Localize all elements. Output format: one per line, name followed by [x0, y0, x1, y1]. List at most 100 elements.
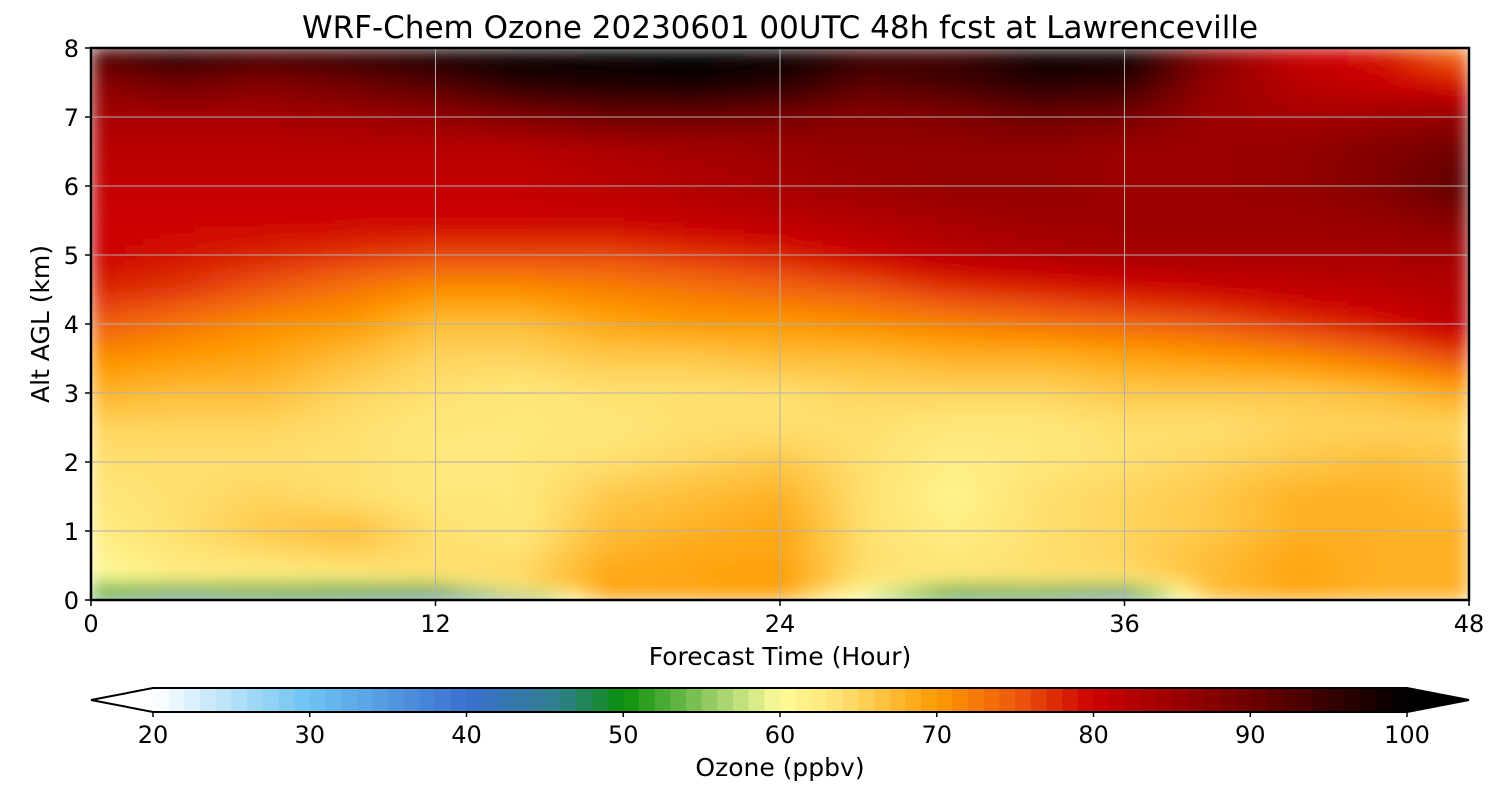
heatmap-cell: [477, 59, 488, 67]
heatmap-cell: [1347, 77, 1358, 85]
heatmap-cell: [1080, 65, 1091, 73]
heatmap-cell: [443, 77, 454, 85]
heatmap-cell: [856, 77, 867, 85]
heatmap-cell: [1166, 71, 1177, 79]
heatmap-cell: [167, 71, 178, 79]
heatmap-cell: [512, 89, 523, 97]
heatmap-cell: [1373, 101, 1384, 109]
heatmap-cell: [796, 83, 807, 91]
heatmap-cell: [400, 77, 411, 85]
heatmap-cell: [271, 89, 282, 97]
heatmap-cell: [589, 48, 600, 55]
heatmap-cell: [943, 48, 953, 55]
heatmap-cell: [452, 48, 462, 55]
heatmap-cell: [400, 95, 411, 103]
heatmap-cell: [210, 83, 221, 91]
heatmap-cell: [891, 101, 902, 109]
heatmap-cell: [1270, 101, 1281, 109]
heatmap-cell: [943, 83, 953, 91]
heatmap-cell: [1261, 77, 1272, 85]
heatmap-cell: [874, 83, 884, 91]
heatmap-cell: [736, 107, 747, 115]
heatmap-cell: [219, 83, 230, 91]
heatmap-cell: [581, 101, 592, 109]
heatmap-cell: [1218, 65, 1229, 73]
heatmap-cell: [159, 101, 170, 109]
heatmap-cell: [744, 83, 755, 91]
heatmap-cell: [710, 95, 721, 103]
heatmap-cell: [960, 95, 971, 103]
heatmap-cell: [641, 107, 652, 115]
heatmap-cell: [701, 48, 712, 55]
heatmap-cell: [1063, 59, 1074, 67]
heatmap-cell: [1278, 59, 1289, 67]
heatmap-cell: [1192, 71, 1203, 79]
heatmap-cell: [607, 95, 617, 103]
heatmap-cell: [1433, 53, 1444, 61]
heatmap-cell: [736, 95, 747, 103]
heatmap-cell: [882, 83, 893, 91]
heatmap-cell: [1201, 89, 1212, 97]
heatmap-cell: [1382, 77, 1393, 85]
heatmap-cell: [1132, 83, 1143, 91]
heatmap-cell: [417, 107, 428, 115]
heatmap-cell: [297, 59, 307, 67]
heatmap-cell: [1046, 95, 1057, 103]
heatmap-cell: [1003, 107, 1014, 115]
chart-title: WRF-Chem Ozone 20230601 00UTC 48h fcst a…: [302, 10, 1258, 46]
heatmap-cell: [426, 89, 437, 97]
heatmap-cell: [236, 89, 247, 97]
heatmap-cell: [822, 101, 833, 109]
heatmap-cell: [632, 107, 643, 115]
heatmap-cell: [133, 59, 144, 67]
heatmap-cell: [1278, 101, 1289, 109]
heatmap-cell: [1149, 89, 1160, 97]
heatmap-cell: [124, 77, 135, 85]
heatmap-cell: [477, 83, 488, 91]
heatmap-cell: [279, 95, 290, 103]
heatmap-cell: [831, 89, 841, 97]
heatmap-cell: [986, 83, 996, 91]
heatmap-cell: [719, 101, 729, 109]
heatmap-cell: [1029, 71, 1039, 79]
heatmap-cell: [529, 95, 540, 103]
heatmap-cell: [925, 101, 936, 109]
heatmap-cell: [322, 77, 333, 85]
heatmap-cell: [495, 59, 505, 67]
heatmap-cell: [943, 107, 953, 115]
heatmap-cell: [925, 53, 936, 61]
heatmap-cell: [727, 107, 738, 115]
heatmap-cell: [400, 48, 411, 55]
heatmap-cell: [908, 71, 919, 79]
heatmap-cell: [512, 107, 523, 115]
heatmap-cell: [512, 95, 523, 103]
heatmap-cell: [676, 77, 686, 85]
heatmap-cell: [994, 65, 1005, 73]
heatmap-cell: [1141, 59, 1151, 67]
heatmap-cell: [288, 71, 299, 79]
heatmap-cell: [1210, 95, 1220, 103]
heatmap-cell: [831, 95, 841, 103]
heatmap-cell: [624, 77, 635, 85]
heatmap-cell: [1416, 77, 1427, 85]
heatmap-cell: [228, 71, 239, 79]
heatmap-cell: [1055, 65, 1065, 73]
heatmap-cell: [1235, 53, 1246, 61]
heatmap-cell: [710, 89, 721, 97]
heatmap-cell: [968, 71, 979, 79]
heatmap-cell: [1046, 59, 1057, 67]
heatmap-cell: [1442, 77, 1453, 85]
heatmap-cell: [262, 95, 273, 103]
heatmap-cell: [305, 83, 316, 91]
heatmap-cell: [116, 59, 127, 67]
heatmap-cell: [1055, 89, 1065, 97]
heatmap-cell: [1244, 95, 1255, 103]
heatmap-cell: [650, 95, 661, 103]
heatmap-cell: [977, 89, 988, 97]
heatmap-cell: [228, 89, 239, 97]
heatmap-cell: [908, 59, 919, 67]
heatmap-cell: [314, 48, 325, 55]
heatmap-cell: [305, 71, 316, 79]
heatmap-cell: [779, 48, 790, 55]
heatmap-cell: [185, 89, 195, 97]
